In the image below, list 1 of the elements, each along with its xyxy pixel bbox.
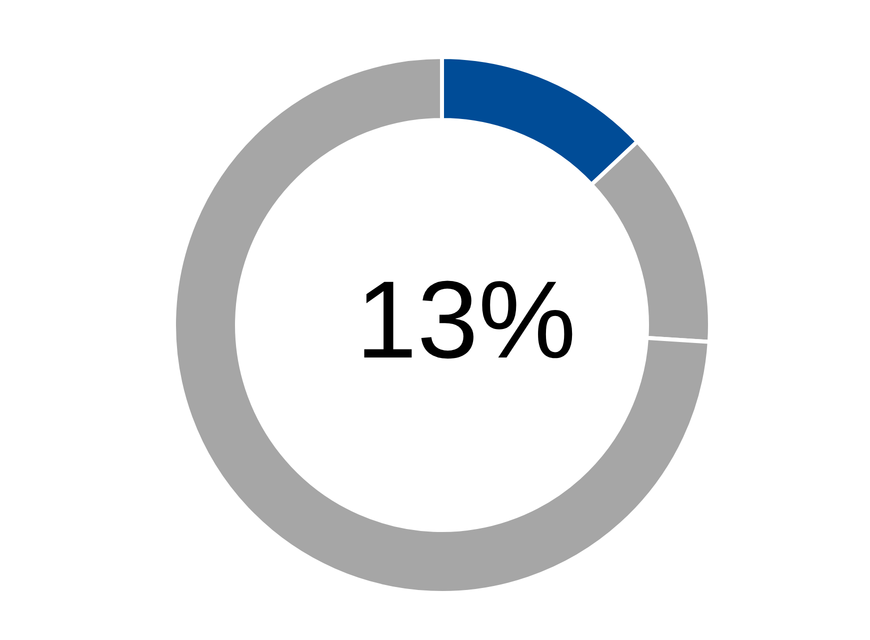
text: 13% — [356, 258, 576, 382]
